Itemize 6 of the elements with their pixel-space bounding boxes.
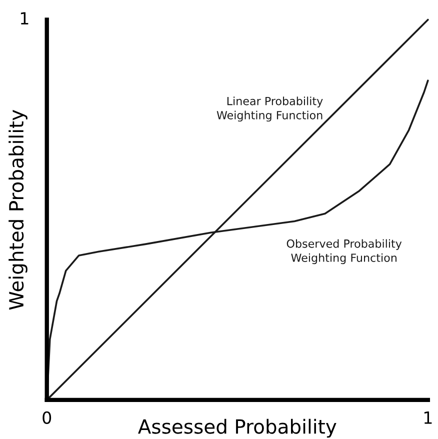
x-tick-label: 0 — [42, 411, 52, 424]
x-axis-title: Assessed Probability — [138, 418, 336, 438]
text: 1 — [20, 12, 28, 24]
y-axis-title: Weighted Probability — [8, 110, 28, 310]
series-label: Observed Probability Weighting Function — [286, 239, 402, 264]
series-label: Linear Probability Weighting Function — [216, 96, 323, 122]
